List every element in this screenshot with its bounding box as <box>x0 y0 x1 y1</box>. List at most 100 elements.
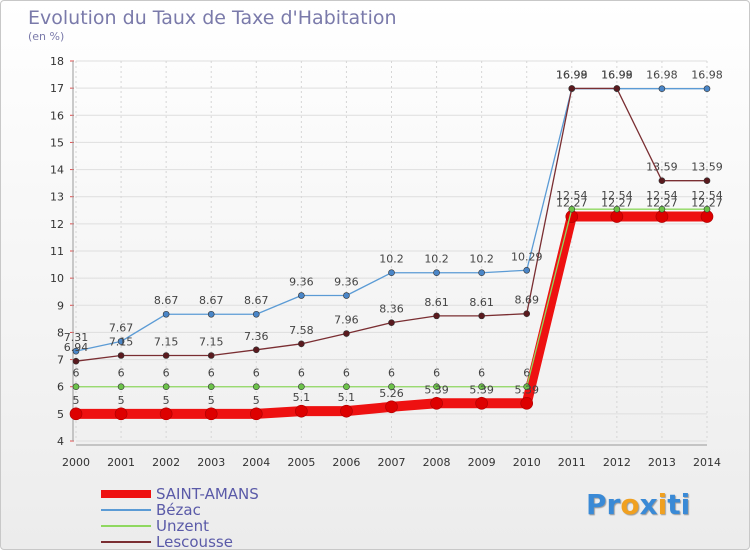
data-point-unzent <box>343 383 350 391</box>
data-point-lescousse <box>72 357 80 365</box>
x-tick-label: 2007 <box>378 456 406 469</box>
data-label-saint-amans: 5 <box>208 394 215 407</box>
y-tick-label: 6 <box>57 381 64 394</box>
data-point-saint-amans <box>520 396 534 410</box>
data-point-bezac <box>72 347 80 355</box>
data-label-lescousse: 8.61 <box>424 296 449 309</box>
y-tick-label: 9 <box>57 299 64 312</box>
data-point-lescousse <box>162 352 170 359</box>
data-point-bezac <box>207 310 215 318</box>
data-point-saint-amans <box>204 407 218 421</box>
data-label-bezac: 8.67 <box>244 294 269 307</box>
data-label-unzent: 6 <box>523 367 530 380</box>
y-tick-label: 17 <box>50 82 64 95</box>
data-label-unzent: 6 <box>298 367 305 380</box>
data-label-saint-amans: 12.27 <box>691 197 723 210</box>
legend-swatch <box>101 525 151 527</box>
data-label-saint-amans: 5.26 <box>379 387 404 400</box>
data-label-lescousse: 7.15 <box>154 336 179 349</box>
x-tick-label: 2006 <box>332 456 360 469</box>
data-label-unzent: 6 <box>163 367 170 380</box>
data-label-unzent: 6 <box>253 367 260 380</box>
data-point-saint-amans <box>340 404 353 418</box>
data-label-saint-amans: 5 <box>73 394 80 407</box>
data-label-saint-amans: 5 <box>118 394 125 407</box>
data-point-lescousse <box>658 177 666 184</box>
data-label-bezac: 16.98 <box>556 69 588 82</box>
data-label-unzent: 6 <box>208 367 215 380</box>
data-label-unzent: 6 <box>343 367 350 380</box>
data-point-unzent <box>388 383 395 391</box>
data-label-bezac: 10.2 <box>424 253 449 266</box>
data-point-lescousse <box>117 352 125 359</box>
data-label-lescousse: 8.36 <box>379 303 404 316</box>
data-point-saint-amans <box>475 396 488 410</box>
legend-swatch <box>101 541 151 543</box>
data-point-unzent <box>478 383 485 391</box>
logo-letter: r <box>606 488 621 521</box>
y-tick-label: 14 <box>50 164 64 177</box>
data-label-unzent: 6 <box>118 367 125 380</box>
data-label-lescousse: 7.15 <box>199 336 224 349</box>
data-point-unzent <box>433 383 440 391</box>
data-point-saint-amans <box>295 404 308 418</box>
data-label-saint-amans: 12.27 <box>556 197 588 210</box>
y-tick-label: 13 <box>50 191 64 204</box>
data-label-bezac: 9.36 <box>289 276 314 289</box>
data-label-lescousse: 8.69 <box>514 294 539 307</box>
x-tick-label: 2011 <box>558 456 586 469</box>
data-point-lescousse <box>433 312 440 320</box>
data-label-bezac: 7.67 <box>109 321 134 334</box>
data-label-saint-amans: 5.39 <box>514 383 539 396</box>
data-label-unzent: 6 <box>73 367 80 380</box>
data-label-lescousse: 16.99 <box>556 68 588 81</box>
data-label-bezac: 16.98 <box>601 69 633 82</box>
y-tick-label: 4 <box>57 435 64 448</box>
y-tick-label: 15 <box>50 136 64 149</box>
logo-letter: t <box>667 488 681 521</box>
data-point-unzent <box>72 383 80 391</box>
data-point-lescousse <box>703 177 711 184</box>
y-tick-label: 12 <box>50 218 64 231</box>
data-label-unzent: 12.54 <box>646 189 678 202</box>
data-point-bezac <box>478 269 485 277</box>
legend-label: Unzent <box>156 517 209 535</box>
x-tick-label: 2000 <box>62 456 90 469</box>
data-point-saint-amans <box>385 400 398 414</box>
x-tick-label: 2010 <box>513 456 541 469</box>
x-tick-label: 2009 <box>468 456 496 469</box>
data-label-bezac: 16.98 <box>646 69 678 82</box>
data-label-lescousse: 13.59 <box>691 161 723 174</box>
data-point-bezac <box>703 85 711 92</box>
data-label-unzent: 6 <box>388 367 395 380</box>
data-label-bezac: 10.2 <box>379 253 404 266</box>
data-label-lescousse: 16.99 <box>601 68 633 81</box>
data-point-bezac <box>162 310 170 318</box>
logo-letter: i <box>680 488 691 521</box>
legend-label: SAINT-AMANS <box>156 485 259 503</box>
logo-letter: i <box>657 488 668 521</box>
data-label-lescousse: 13.59 <box>646 161 678 174</box>
data-label-lescousse: 6.94 <box>64 341 89 354</box>
data-point-bezac <box>252 310 260 318</box>
data-point-lescousse <box>298 340 305 348</box>
data-point-unzent <box>117 383 125 391</box>
data-point-unzent <box>703 205 711 213</box>
data-point-bezac <box>433 269 440 277</box>
data-point-bezac <box>658 85 666 92</box>
data-label-saint-amans: 5.1 <box>338 391 356 404</box>
y-tick-label: 5 <box>57 408 64 421</box>
data-point-saint-amans <box>249 407 263 421</box>
data-label-bezac: 8.67 <box>199 294 224 307</box>
data-label-unzent: 6 <box>433 367 440 380</box>
data-label-saint-amans: 12.27 <box>646 197 678 210</box>
data-label-lescousse: 8.61 <box>469 296 494 309</box>
data-point-saint-amans <box>69 407 83 421</box>
data-label-lescousse: 7.36 <box>244 330 269 343</box>
x-tick-label: 2005 <box>287 456 315 469</box>
data-label-unzent: 12.54 <box>691 189 723 202</box>
y-tick-label: 7 <box>57 354 64 367</box>
data-point-lescousse <box>388 319 395 326</box>
y-tick-label: 18 <box>50 55 64 68</box>
